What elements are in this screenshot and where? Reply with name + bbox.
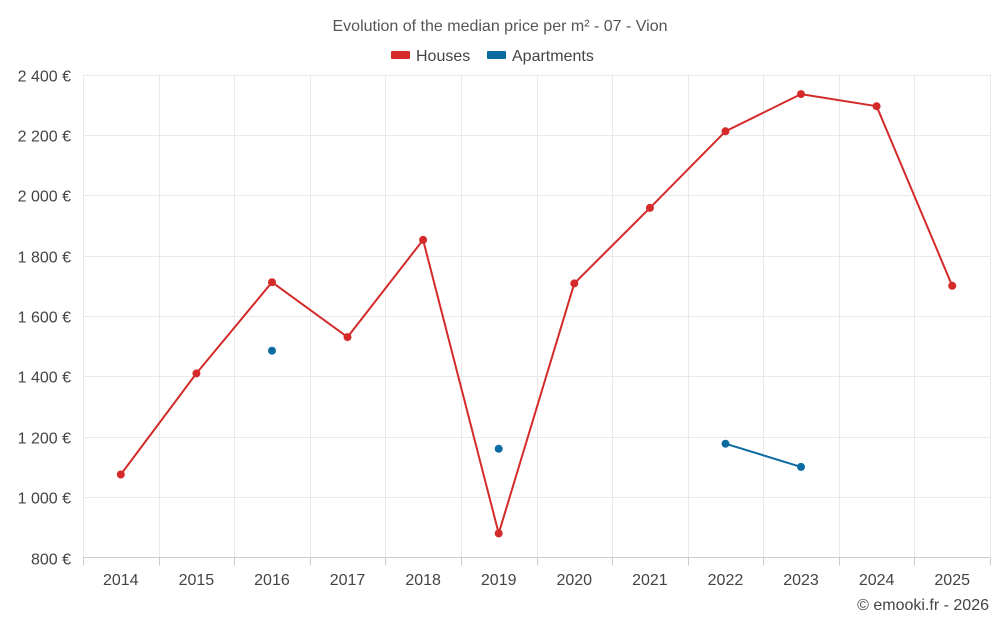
data-point-houses xyxy=(797,90,805,99)
data-point-houses xyxy=(645,203,654,212)
y-tick-label: 1 800 € xyxy=(18,250,71,267)
x-tick-label: 2024 xyxy=(859,572,895,589)
data-point-houses xyxy=(948,281,957,290)
series-layer xyxy=(116,90,957,538)
x-tick-label: 2015 xyxy=(179,572,215,589)
legend-swatch-houses[interactable] xyxy=(391,51,410,59)
x-tick-label: 2022 xyxy=(708,572,744,589)
legend-swatch-apartments[interactable] xyxy=(487,51,506,59)
series-line-houses xyxy=(119,93,954,535)
x-tick-label: 2017 xyxy=(330,572,366,589)
y-tick-label: 2 200 € xyxy=(18,129,71,146)
x-tick-label: 2014 xyxy=(103,572,139,589)
data-point-apartments xyxy=(797,462,805,471)
x-tick-label: 2019 xyxy=(481,572,517,589)
credit-text: © emooki.fr - 2026 xyxy=(857,597,989,614)
data-point-houses xyxy=(494,529,503,538)
y-tick-label: 1 400 € xyxy=(18,370,71,387)
chart-title: Evolution of the median price per m² - 0… xyxy=(333,18,668,35)
y-tick-label: 1 000 € xyxy=(18,491,71,508)
data-point-apartments xyxy=(268,346,276,355)
grid-lines xyxy=(83,74,991,558)
y-tick-label: 800 € xyxy=(31,552,71,569)
data-point-houses xyxy=(419,235,428,244)
data-point-apartments xyxy=(721,439,730,448)
x-tick-label: 2021 xyxy=(632,572,668,589)
y-tick-label: 1 600 € xyxy=(18,310,71,327)
legend-label-apartments[interactable]: Apartments xyxy=(512,48,594,65)
y-tick-label: 1 200 € xyxy=(18,431,71,448)
data-point-houses xyxy=(570,279,579,288)
data-point-apartments xyxy=(494,444,503,453)
x-axis-ticks: 2014 2015 2016 2017 2018 2019 2020 2021 2022 2023… xyxy=(83,557,991,589)
data-point-houses xyxy=(872,102,881,111)
y-tick-label: 2 000 € xyxy=(18,189,71,206)
x-tick-label: 2020 xyxy=(556,572,592,589)
x-tick-label: 2018 xyxy=(405,572,441,589)
data-point-houses xyxy=(343,333,352,342)
x-tick-label: 2016 xyxy=(254,572,290,589)
legend: Houses Apartments xyxy=(391,48,594,65)
x-tick-label: 2023 xyxy=(783,572,819,589)
legend-label-houses[interactable]: Houses xyxy=(416,48,470,65)
data-point-houses xyxy=(192,369,201,378)
series-line-apartments xyxy=(725,442,802,468)
data-point-houses xyxy=(721,127,730,136)
data-point-houses xyxy=(268,278,276,287)
y-tick-label: 2 400 € xyxy=(18,69,71,86)
data-point-houses xyxy=(116,470,125,479)
x-tick-label: 2025 xyxy=(934,572,970,589)
y-axis-ticks: 800 € 1 000 € 1 200 € 1 400 € 1 600 € 1 800 €… xyxy=(18,69,71,569)
